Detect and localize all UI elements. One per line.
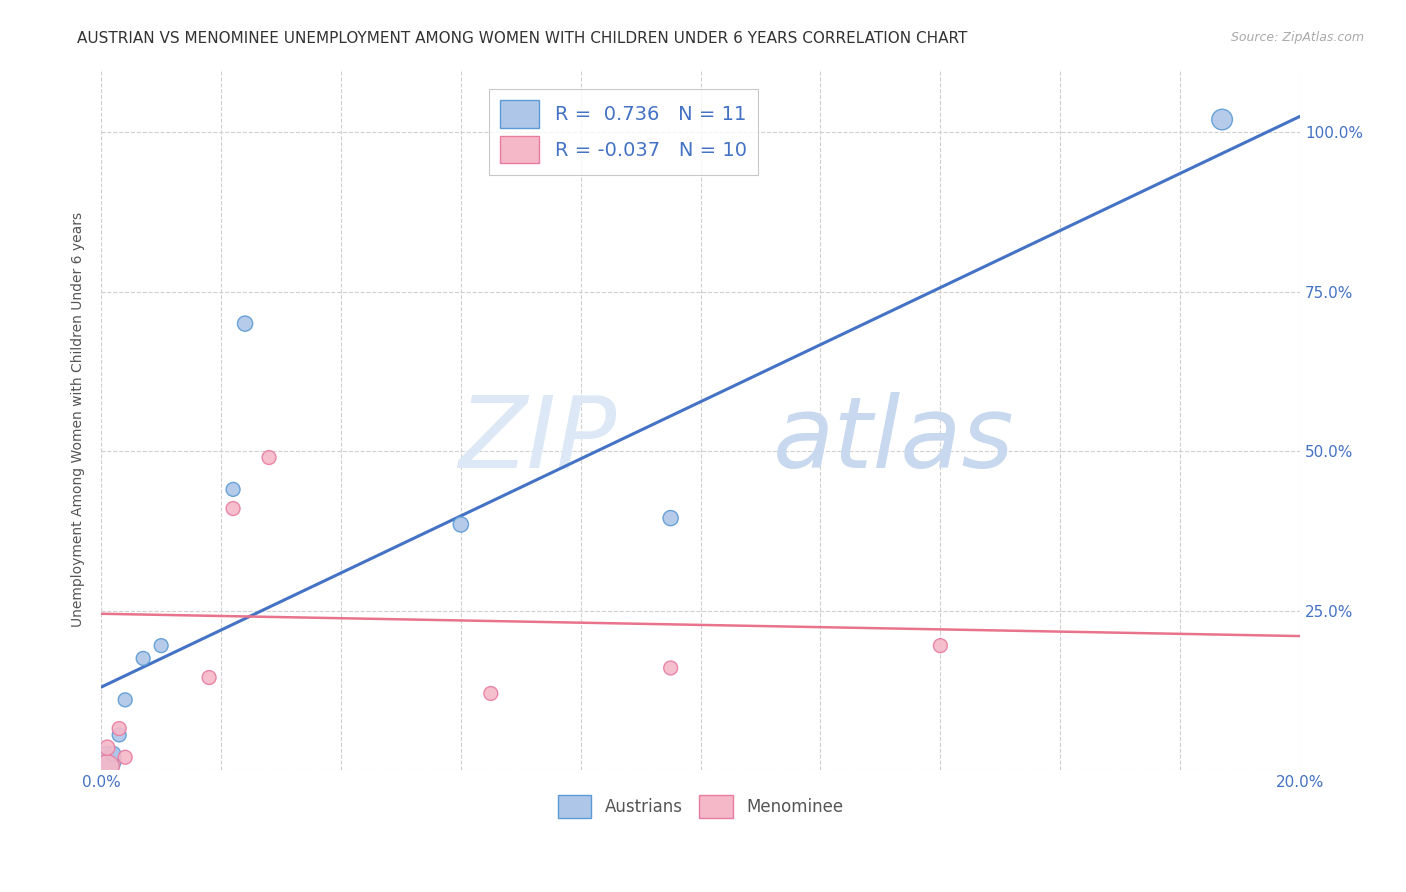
Point	[222, 501, 245, 516]
Point	[132, 651, 155, 665]
Point	[114, 693, 136, 707]
Point	[198, 671, 221, 685]
Point	[108, 722, 131, 736]
Point	[96, 760, 118, 774]
Text: Source: ZipAtlas.com: Source: ZipAtlas.com	[1230, 31, 1364, 45]
Legend: Austrians, Menominee: Austrians, Menominee	[551, 788, 849, 825]
Point	[450, 517, 472, 532]
Point	[96, 754, 118, 768]
Text: atlas: atlas	[772, 392, 1014, 489]
Text: AUSTRIAN VS MENOMINEE UNEMPLOYMENT AMONG WOMEN WITH CHILDREN UNDER 6 YEARS CORRE: AUSTRIAN VS MENOMINEE UNEMPLOYMENT AMONG…	[77, 31, 967, 46]
Point	[108, 728, 131, 742]
Point	[114, 750, 136, 764]
Point	[659, 511, 682, 525]
Point	[1211, 112, 1233, 127]
Point	[103, 747, 125, 761]
Point	[659, 661, 682, 675]
Point	[222, 483, 245, 497]
Point	[479, 686, 502, 700]
Point	[233, 317, 256, 331]
Point	[257, 450, 280, 465]
Point	[929, 639, 952, 653]
Text: ZIP: ZIP	[458, 392, 617, 489]
Y-axis label: Unemployment Among Women with Children Under 6 years: Unemployment Among Women with Children U…	[72, 211, 86, 627]
Point	[150, 639, 173, 653]
Point	[96, 740, 118, 755]
